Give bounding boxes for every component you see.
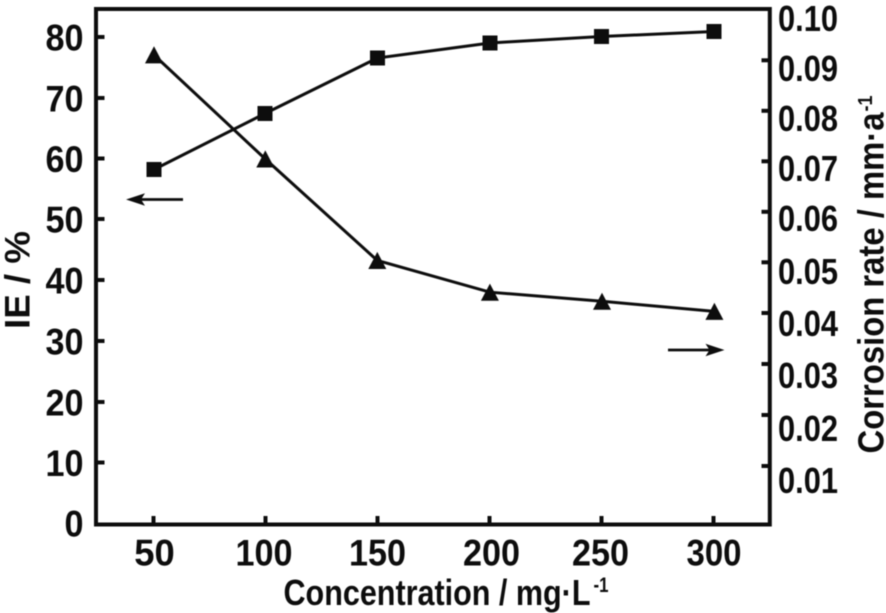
svg-text:0.07: 0.07 xyxy=(778,148,838,189)
svg-text:0: 0 xyxy=(65,504,84,545)
svg-text:0.06: 0.06 xyxy=(778,198,838,239)
svg-text:70: 70 xyxy=(46,79,84,120)
svg-text:60: 60 xyxy=(46,139,84,180)
svg-text:200: 200 xyxy=(463,533,520,574)
svg-text:20: 20 xyxy=(46,383,84,424)
svg-text:0.09: 0.09 xyxy=(778,48,838,89)
svg-text:0.10: 0.10 xyxy=(778,0,838,39)
svg-text:50: 50 xyxy=(46,200,84,241)
svg-text:0.02: 0.02 xyxy=(778,408,838,449)
svg-text:IE / %: IE / % xyxy=(0,231,38,329)
svg-text:Concentration / mg·L: Concentration / mg·L xyxy=(284,572,591,613)
svg-text:-1: -1 xyxy=(594,574,609,597)
svg-text:80: 80 xyxy=(46,18,84,59)
svg-text:50: 50 xyxy=(134,533,175,574)
svg-text:0.01: 0.01 xyxy=(778,460,838,501)
svg-text:40: 40 xyxy=(46,261,84,302)
svg-text:0.03: 0.03 xyxy=(778,355,838,396)
svg-text:150: 150 xyxy=(349,533,406,574)
svg-text:10: 10 xyxy=(46,443,84,484)
svg-text:300: 300 xyxy=(687,533,742,574)
svg-text:Corrosion rate / mm·a: Corrosion rate / mm·a xyxy=(851,112,886,454)
svg-text:0.04: 0.04 xyxy=(778,303,838,344)
svg-text:0.05: 0.05 xyxy=(778,251,838,292)
svg-text:250: 250 xyxy=(572,533,629,574)
svg-text:-1: -1 xyxy=(855,96,877,112)
svg-text:100: 100 xyxy=(236,533,293,574)
svg-text:0.08: 0.08 xyxy=(778,98,838,139)
svg-text:30: 30 xyxy=(46,322,84,363)
